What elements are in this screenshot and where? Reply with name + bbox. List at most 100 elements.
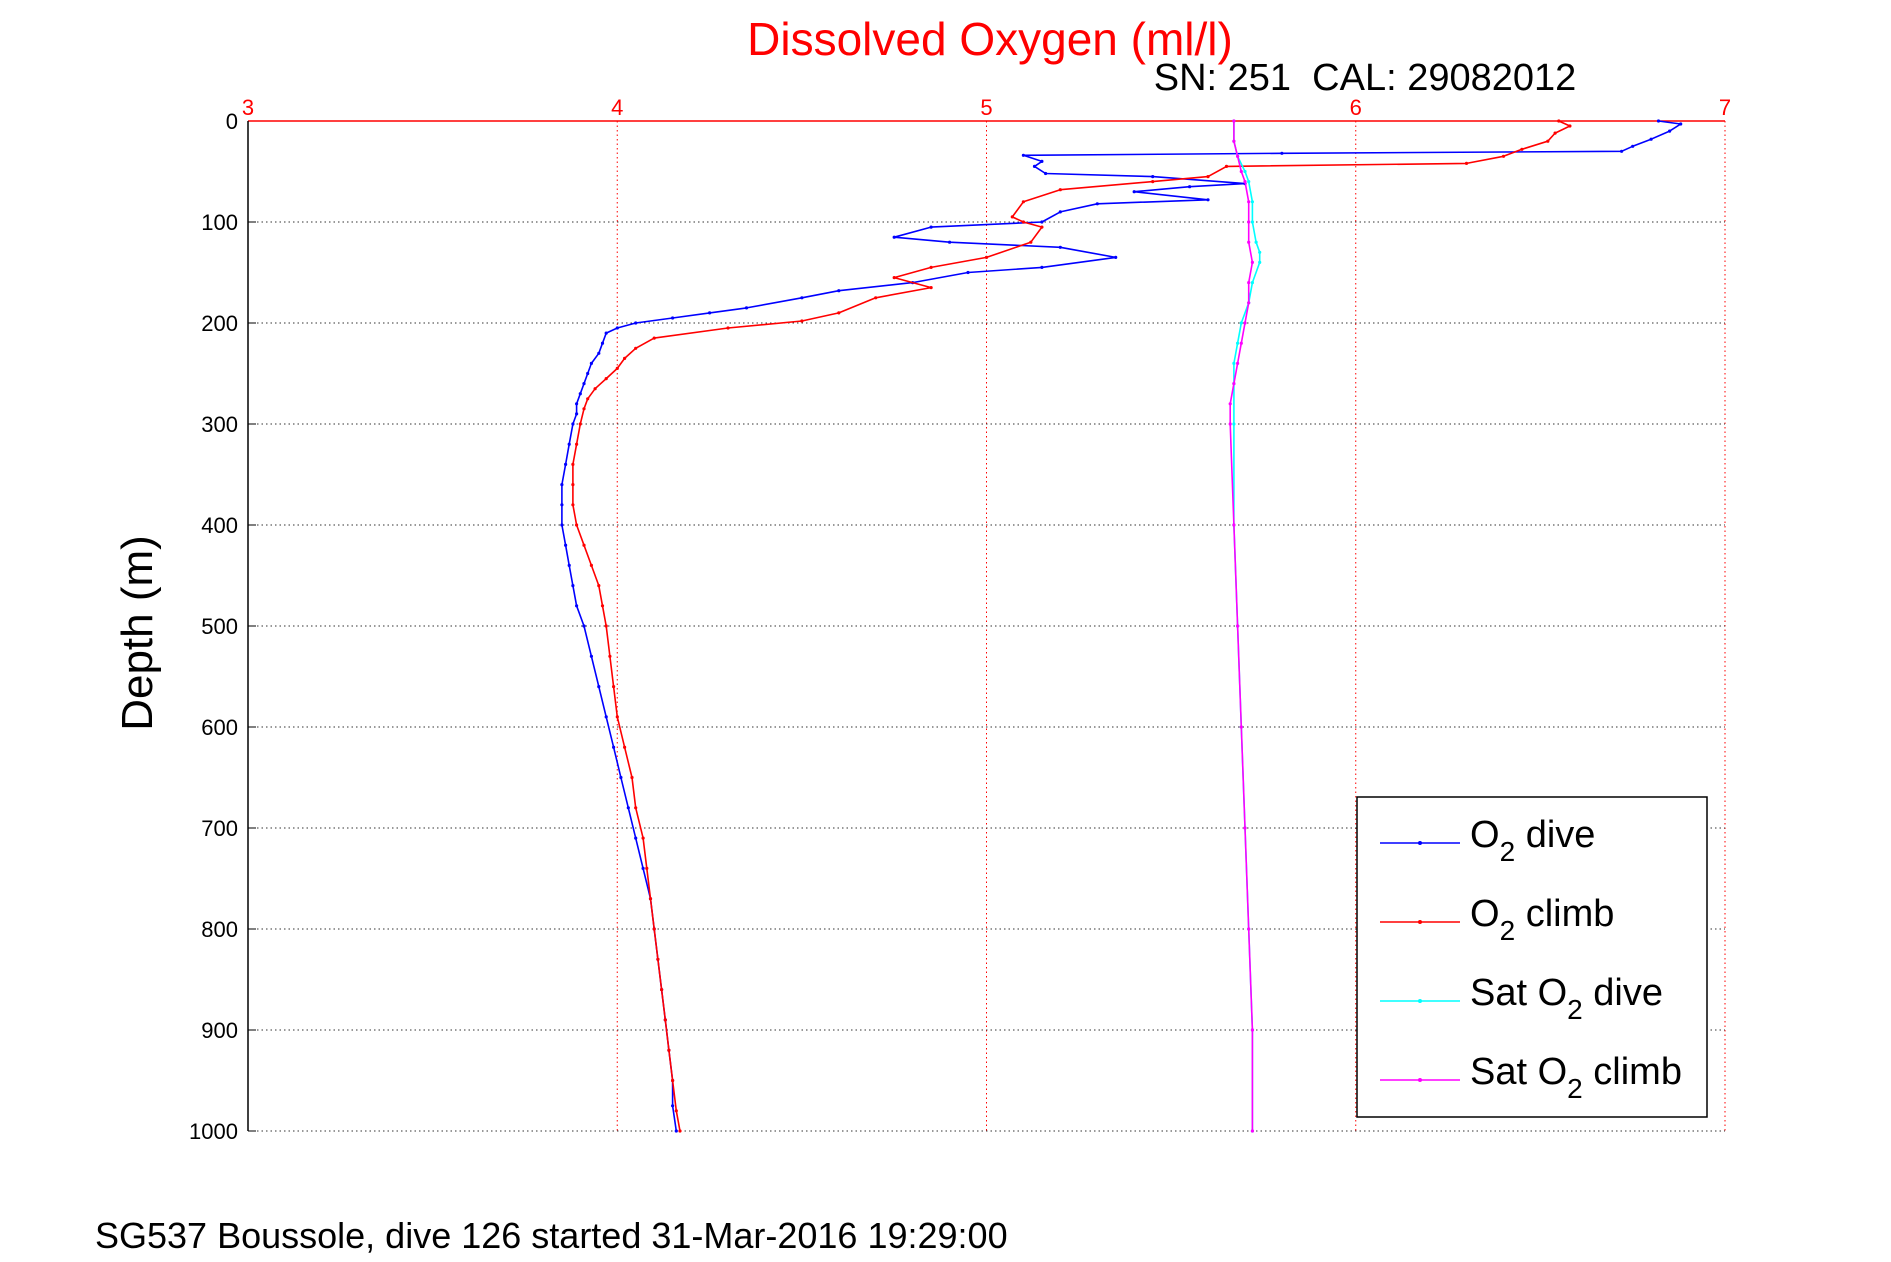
data-point [663, 1018, 667, 1022]
data-point [671, 1078, 675, 1083]
data-point [1239, 169, 1243, 174]
y-tick-label: 600 [201, 715, 238, 740]
data-point [630, 775, 634, 780]
legend-swatch-marker [1418, 999, 1422, 1003]
data-point [1656, 119, 1661, 123]
data-point [600, 341, 605, 345]
data-point [966, 270, 970, 275]
data-point [645, 866, 649, 871]
data-point [929, 265, 933, 269]
data-point [1236, 624, 1240, 628]
data-point [1239, 321, 1243, 325]
legend-label-rest: dive [1515, 814, 1595, 856]
data-point [1058, 210, 1062, 214]
data-point [575, 604, 579, 608]
data-point [1250, 1129, 1254, 1133]
grid [247, 120, 1726, 1132]
data-point [1258, 250, 1262, 254]
data-point [589, 361, 594, 365]
data-point [1206, 175, 1210, 179]
chart-title: Dissolved Oxygen (ml/l) [747, 13, 1233, 65]
y-axis-label: Depth (m) [113, 535, 162, 731]
x-tick-label: 4 [611, 95, 623, 120]
data-point [604, 624, 608, 628]
data-point [604, 377, 608, 381]
legend-label-subscript: 2 [1567, 1073, 1583, 1104]
y-tick-label: 1000 [189, 1119, 238, 1144]
data-point [1151, 180, 1155, 184]
data-series [560, 119, 1683, 1133]
y-tick-label: 800 [201, 917, 238, 942]
data-point [1232, 422, 1236, 426]
series-markers-1 [571, 119, 1572, 1133]
legend-label-subscript: 2 [1500, 836, 1516, 867]
data-point [597, 584, 601, 588]
data-point [1568, 124, 1572, 128]
data-point [1040, 159, 1044, 163]
x-tick-label: 3 [242, 95, 254, 120]
data-point [564, 543, 568, 547]
data-point [571, 503, 575, 507]
data-point [678, 1129, 682, 1133]
data-point [612, 685, 616, 689]
data-point [1546, 139, 1550, 143]
data-point [1557, 119, 1561, 123]
data-point [1250, 220, 1254, 224]
data-point [674, 1109, 678, 1113]
data-point [1243, 180, 1247, 184]
data-point [1032, 164, 1037, 168]
data-point [1254, 240, 1258, 244]
data-point [567, 563, 571, 568]
data-point [1247, 200, 1251, 204]
data-point [634, 806, 638, 810]
legend-label-rest: dive [1583, 972, 1663, 1014]
data-point [800, 296, 804, 300]
data-point [1631, 144, 1635, 148]
data-point [1239, 725, 1243, 729]
data-point [1224, 164, 1229, 168]
data-point [1040, 265, 1044, 269]
data-point [1232, 523, 1236, 527]
data-point [652, 927, 656, 931]
data-point [1250, 1028, 1254, 1032]
y-tick-label: 900 [201, 1018, 238, 1043]
data-point [1620, 149, 1624, 153]
data-point [671, 1104, 675, 1108]
legend-label-subscript: 2 [1567, 994, 1583, 1025]
y-tick-label: 500 [201, 614, 238, 639]
y-tick-label: 300 [201, 412, 238, 437]
chart-footer: SG537 Boussole, dive 126 started 31-Mar-… [95, 1215, 1008, 1256]
data-point [1247, 927, 1251, 931]
data-point [634, 346, 638, 350]
data-point [597, 351, 601, 355]
series-line-1 [572, 120, 1571, 1132]
data-point [1206, 198, 1210, 202]
data-point [660, 988, 664, 992]
data-point [1236, 341, 1240, 345]
data-point [892, 276, 896, 280]
data-point [575, 412, 579, 416]
y-tick-label: 0 [226, 109, 238, 134]
data-point [1151, 175, 1155, 179]
legend-label: Sat O2 climb [1470, 1051, 1682, 1104]
data-point [1188, 185, 1192, 189]
data-point [615, 366, 619, 370]
data-point [744, 306, 749, 310]
y-tick-label: 100 [201, 210, 238, 235]
data-point [560, 523, 564, 527]
data-point [1040, 220, 1044, 224]
x-tick-label: 7 [1719, 95, 1731, 120]
legend-swatch-marker [1418, 841, 1422, 845]
data-point [1247, 301, 1251, 305]
legend-swatch-marker [1418, 920, 1422, 924]
legend-box [1356, 796, 1708, 1118]
data-point [634, 836, 638, 840]
chart-subtitle: SN: 251 CAL: 29082012 [1154, 57, 1577, 99]
data-point [575, 402, 579, 406]
data-point [608, 654, 612, 658]
data-point [656, 957, 660, 961]
data-point [1058, 188, 1062, 192]
data-point [612, 745, 616, 749]
data-point [1228, 402, 1232, 406]
